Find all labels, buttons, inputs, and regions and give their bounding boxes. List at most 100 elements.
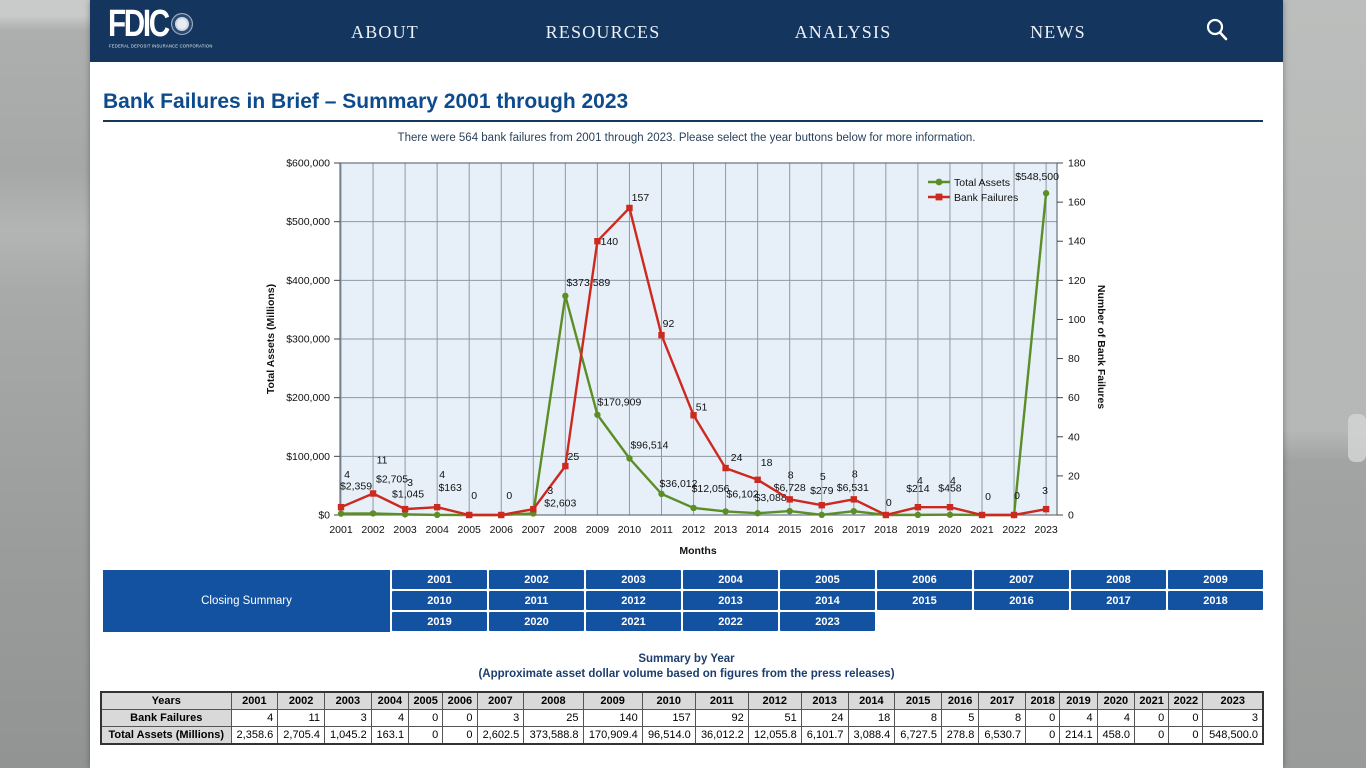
cell-total-assets: 12,055.8 <box>747 726 802 745</box>
cell-years: 2006 <box>442 691 478 710</box>
cell-total-assets: 278.8 <box>940 726 980 745</box>
year-button-2013[interactable]: 2013 <box>683 591 778 610</box>
cell-years: 2019 <box>1059 691 1098 710</box>
svg-text:$500,000: $500,000 <box>286 216 330 228</box>
desktop-background-right <box>1283 0 1366 768</box>
svg-text:4: 4 <box>950 475 956 487</box>
svg-text:2010: 2010 <box>618 524 642 536</box>
cell-bank-failures: 8 <box>978 709 1027 727</box>
svg-text:2001: 2001 <box>329 524 353 536</box>
svg-text:2023: 2023 <box>1034 524 1058 536</box>
cell-bank-failures: 92 <box>694 709 749 727</box>
nav-item-news[interactable]: NEWS <box>1030 22 1086 42</box>
cell-bank-failures: 3 <box>323 709 372 727</box>
svg-text:2017: 2017 <box>842 524 866 536</box>
svg-text:0: 0 <box>985 491 991 503</box>
bank-failures-chart: $0 $100,000 $200,000 $300,000 $400,000 $500,0… <box>90 145 1283 565</box>
svg-text:120: 120 <box>1068 275 1086 287</box>
year-button-2010[interactable]: 2010 <box>392 591 487 610</box>
cell-bank-failures: 0 <box>1025 709 1061 727</box>
year-button-2021[interactable]: 2021 <box>586 612 681 631</box>
year-button-2022[interactable]: 2022 <box>683 612 778 631</box>
cell-years: 2021 <box>1134 691 1170 710</box>
svg-text:3: 3 <box>1042 485 1048 497</box>
search-icon <box>1206 18 1228 40</box>
cell-bank-failures: 24 <box>800 709 849 727</box>
search-button[interactable] <box>1202 16 1232 46</box>
page: FDIC FEDERAL DEPOSIT INSURANCE CORPORATI… <box>90 0 1283 768</box>
svg-text:2002: 2002 <box>361 524 385 536</box>
cell-bank-failures: 4 <box>370 709 410 727</box>
cell-bank-failures: 140 <box>582 709 643 727</box>
svg-text:2016: 2016 <box>810 524 834 536</box>
svg-text:100: 100 <box>1068 314 1086 326</box>
year-button-2008[interactable]: 2008 <box>1071 570 1166 589</box>
svg-text:157: 157 <box>632 192 650 204</box>
cell-years: 2005 <box>408 691 444 710</box>
cell-bank-failures: 4 <box>230 709 279 727</box>
svg-text:51: 51 <box>696 401 708 413</box>
cell-total-assets: 548,500.0 <box>1202 726 1264 745</box>
year-button-2004[interactable]: 2004 <box>683 570 778 589</box>
summary-title: Summary by Year <box>638 653 735 665</box>
year-button-grid: 2001 2002 2003 2004 2005 2006 2007 2008 2009 2010… <box>392 570 1263 632</box>
cell-bank-failures: 18 <box>847 709 896 727</box>
fdic-logo[interactable]: FDIC FEDERAL DEPOSIT INSURANCE CORPORATI… <box>108 5 212 56</box>
year-button-2015[interactable]: 2015 <box>877 591 972 610</box>
svg-text:2014: 2014 <box>746 524 770 536</box>
year-button-2006[interactable]: 2006 <box>877 570 972 589</box>
svg-text:2019: 2019 <box>906 524 930 536</box>
svg-text:8: 8 <box>852 468 858 480</box>
svg-text:11: 11 <box>377 454 388 466</box>
cell-years: 2007 <box>476 691 525 710</box>
cell-years: 2023 <box>1202 691 1264 710</box>
year-button-2001[interactable]: 2001 <box>392 570 487 589</box>
year-button-2011[interactable]: 2011 <box>489 591 584 610</box>
row-header-years: Years <box>100 691 232 710</box>
nav-item-resources[interactable]: RESOURCES <box>545 22 661 42</box>
svg-text:$1,045: $1,045 <box>392 488 424 500</box>
year-button-2023[interactable]: 2023 <box>780 612 875 631</box>
svg-text:$96,514: $96,514 <box>630 439 668 451</box>
svg-text:60: 60 <box>1068 392 1080 404</box>
year-button-2009[interactable]: 2009 <box>1168 570 1263 589</box>
grid-spacer <box>974 612 1069 631</box>
svg-text:$100,000: $100,000 <box>286 451 330 463</box>
svg-text:$214: $214 <box>906 483 930 495</box>
svg-text:Total Assets (Millions): Total Assets (Millions) <box>265 284 277 394</box>
cell-total-assets: 1,045.2 <box>323 726 372 745</box>
svg-text:2012: 2012 <box>682 524 706 536</box>
cell-bank-failures: 11 <box>277 709 325 727</box>
svg-text:$600,000: $600,000 <box>286 158 330 170</box>
cell-bank-failures: 4 <box>1096 709 1136 727</box>
year-button-2018[interactable]: 2018 <box>1168 591 1263 610</box>
fdic-seal-icon <box>171 13 193 35</box>
cell-bank-failures: 0 <box>408 709 444 727</box>
year-button-2014[interactable]: 2014 <box>780 591 875 610</box>
svg-text:4: 4 <box>344 469 350 481</box>
svg-text:24: 24 <box>731 452 743 464</box>
year-button-2007[interactable]: 2007 <box>974 570 1069 589</box>
year-button-2002[interactable]: 2002 <box>489 570 584 589</box>
cell-total-assets: 458.0 <box>1096 726 1136 745</box>
desktop-background-left <box>0 0 90 768</box>
cell-years: 2016 <box>940 691 980 710</box>
cell-bank-failures: 3 <box>476 709 525 727</box>
nav-item-analysis[interactable]: ANALYSIS <box>794 22 892 42</box>
year-button-2019[interactable]: 2019 <box>392 612 487 631</box>
summary-subtitle: (Approximate asset dollar volume based o… <box>478 668 895 680</box>
year-button-2003[interactable]: 2003 <box>586 570 681 589</box>
nav-item-about[interactable]: ABOUT <box>351 22 419 42</box>
year-button-2016[interactable]: 2016 <box>974 591 1069 610</box>
cell-total-assets: 0 <box>1168 726 1204 745</box>
year-button-2020[interactable]: 2020 <box>489 612 584 631</box>
year-button-2017[interactable]: 2017 <box>1071 591 1166 610</box>
cell-total-assets: 0 <box>408 726 444 745</box>
cell-total-assets: 214.1 <box>1059 726 1098 745</box>
year-button-2005[interactable]: 2005 <box>780 570 875 589</box>
scrollbar-thumb[interactable] <box>1348 414 1366 462</box>
year-button-2012[interactable]: 2012 <box>586 591 681 610</box>
cell-years: 2013 <box>800 691 849 710</box>
cell-bank-failures: 8 <box>894 709 942 727</box>
cell-total-assets: 6,530.7 <box>978 726 1027 745</box>
